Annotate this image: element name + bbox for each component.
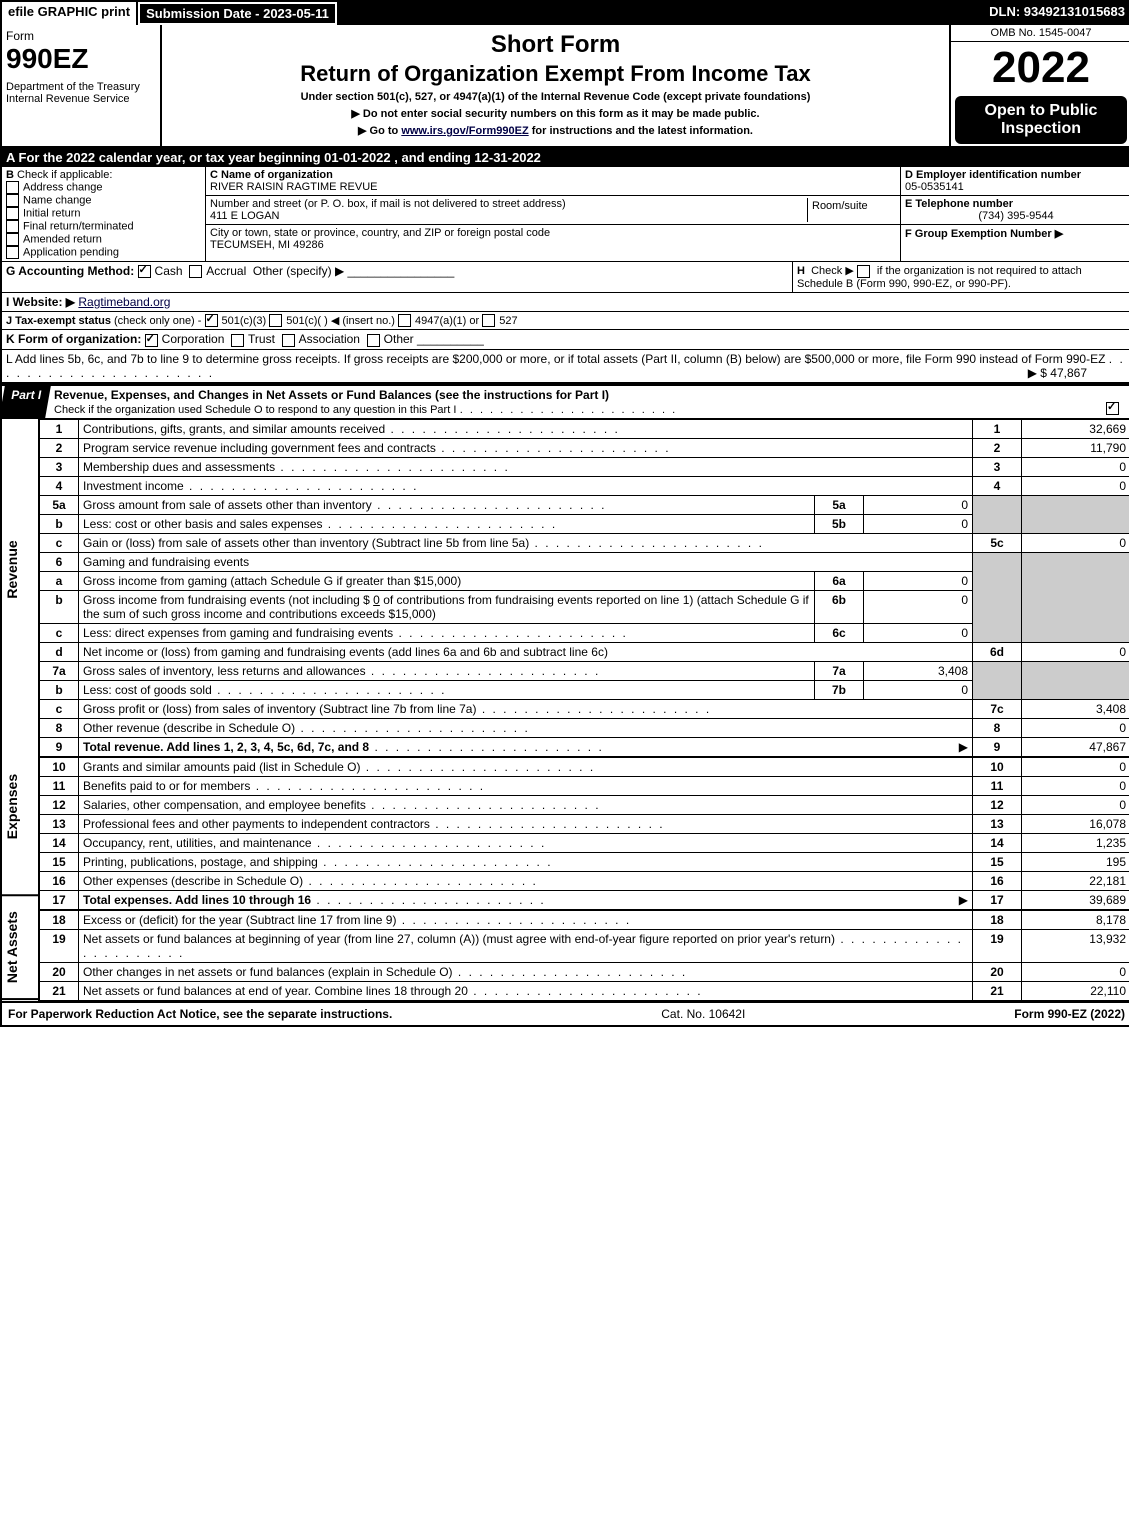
- header-left: Form 990EZ Department of the Treasury In…: [2, 25, 162, 146]
- line-20: 20Other changes in net assets or fund ba…: [40, 962, 1129, 981]
- line-14: 14Occupancy, rent, utilities, and mainte…: [40, 833, 1129, 852]
- goto-note: ▶ Go to www.irs.gov/Form990EZ for instru…: [170, 124, 941, 137]
- form-number: 990EZ: [6, 43, 156, 75]
- fin-table: 1Contributions, gifts, grants, and simil…: [39, 419, 1129, 1001]
- section-revenue: Revenue: [2, 419, 38, 720]
- chk-accrual[interactable]: [189, 265, 202, 278]
- chk-corporation[interactable]: [145, 334, 158, 347]
- catalog-number: Cat. No. 10642I: [392, 1007, 1014, 1021]
- info-grid: B Check if applicable: Address change Na…: [2, 167, 1129, 262]
- chk-final-return[interactable]: Final return/terminated: [6, 220, 201, 233]
- open-public-inspection: Open to Public Inspection: [955, 96, 1127, 144]
- org-name: RIVER RAISIN RAGTIME REVUE: [210, 181, 896, 193]
- line-5a: 5aGross amount from sale of assets other…: [40, 495, 1129, 514]
- paperwork-notice: For Paperwork Reduction Act Notice, see …: [8, 1007, 392, 1021]
- line-6a: aGross income from gaming (attach Schedu…: [40, 571, 1129, 590]
- group-exemption: F Group Exemption Number ▶: [905, 227, 1127, 240]
- form-990ez-page: efile GRAPHIC print Submission Date - 20…: [0, 0, 1129, 1027]
- chk-association[interactable]: [282, 334, 295, 347]
- line-18: 18Excess or (deficit) for the year (Subt…: [40, 910, 1129, 930]
- header-right: OMB No. 1545-0047 2022 Open to Public In…: [949, 25, 1129, 146]
- chk-cash[interactable]: [138, 265, 151, 278]
- line-19: 19Net assets or fund balances at beginni…: [40, 929, 1129, 962]
- line-5b: bLess: cost or other basis and sales exp…: [40, 514, 1129, 533]
- title-return: Return of Organization Exempt From Incom…: [170, 61, 941, 87]
- section-expenses: Expenses: [2, 719, 38, 896]
- chk-amended-return[interactable]: Amended return: [6, 233, 201, 246]
- form-label: Form: [6, 29, 156, 43]
- phone: (734) 395-9544: [905, 210, 1127, 222]
- line-16: 16Other expenses (describe in Schedule O…: [40, 871, 1129, 890]
- irs-link[interactable]: www.irs.gov/Form990EZ: [401, 125, 528, 137]
- efile-print-label: efile GRAPHIC print: [2, 2, 138, 25]
- line-9: 9Total revenue. Add lines 1, 2, 3, 4, 5c…: [40, 737, 1129, 757]
- submission-date: Submission Date - 2023-05-11: [138, 2, 337, 25]
- line-2: 2Program service revenue including gover…: [40, 438, 1129, 457]
- org-city: TECUMSEH, MI 49286: [210, 239, 896, 251]
- form-ref: Form 990-EZ (2022): [1014, 1007, 1125, 1021]
- line-17: 17Total expenses. Add lines 10 through 1…: [40, 890, 1129, 910]
- line-12: 12Salaries, other compensation, and empl…: [40, 795, 1129, 814]
- omb-number: OMB No. 1545-0047: [951, 25, 1129, 42]
- chk-501c[interactable]: [269, 314, 282, 327]
- dln-number: DLN: 93492131015683: [983, 2, 1129, 25]
- chk-other-org[interactable]: [367, 334, 380, 347]
- title-short-form: Short Form: [170, 31, 941, 59]
- line-7a: 7aGross sales of inventory, less returns…: [40, 661, 1129, 680]
- irs-label: Internal Revenue Service: [6, 93, 156, 105]
- financial-table: Revenue Expenses Net Assets 1Contributio…: [2, 419, 1129, 1001]
- line-15: 15Printing, publications, postage, and s…: [40, 852, 1129, 871]
- chk-address-change[interactable]: Address change: [6, 181, 201, 194]
- header-center: Short Form Return of Organization Exempt…: [162, 25, 949, 146]
- chk-name-change[interactable]: Name change: [6, 194, 201, 207]
- section-d-e-f: D Employer identification number 05-0535…: [900, 167, 1129, 261]
- dept-treasury: Department of the Treasury: [6, 81, 156, 93]
- line-4: 4Investment income40: [40, 476, 1129, 495]
- top-bar: efile GRAPHIC print Submission Date - 20…: [2, 2, 1129, 25]
- line-3: 3Membership dues and assessments30: [40, 457, 1129, 476]
- chk-527[interactable]: [482, 314, 495, 327]
- section-netassets: Net Assets: [2, 896, 38, 1000]
- line-5c: cGain or (loss) from sale of assets othe…: [40, 533, 1129, 552]
- page-footer: For Paperwork Reduction Act Notice, see …: [2, 1001, 1129, 1025]
- line-6d: dNet income or (loss) from gaming and fu…: [40, 642, 1129, 661]
- chk-schedule-o-part1[interactable]: [1106, 402, 1119, 415]
- line-7c: cGross profit or (loss) from sales of in…: [40, 699, 1129, 718]
- gross-receipts: ▶ $ 47,867: [1028, 366, 1127, 380]
- chk-trust[interactable]: [231, 334, 244, 347]
- line-8: 8Other revenue (describe in Schedule O)8…: [40, 718, 1129, 737]
- website-link[interactable]: Ragtimeband.org: [78, 295, 170, 309]
- line-7b: bLess: cost of goods sold7b0: [40, 680, 1129, 699]
- row-k-form-org: K Form of organization: Corporation Trus…: [2, 330, 1129, 349]
- chk-initial-return[interactable]: Initial return: [6, 207, 201, 220]
- chk-501c3[interactable]: [205, 314, 218, 327]
- room-suite-label: Room/suite: [808, 198, 896, 222]
- line-6c: cLess: direct expenses from gaming and f…: [40, 623, 1129, 642]
- chk-schedule-b[interactable]: [857, 265, 870, 278]
- line-6b: bGross income from fundraising events (n…: [40, 590, 1129, 623]
- form-header: Form 990EZ Department of the Treasury In…: [2, 25, 1129, 148]
- line-10: 10Grants and similar amounts paid (list …: [40, 757, 1129, 777]
- row-l-gross-receipts: L Add lines 5b, 6c, and 7b to line 9 to …: [2, 350, 1129, 384]
- line-11: 11Benefits paid to or for members110: [40, 776, 1129, 795]
- row-j-tax-exempt: J Tax-exempt status (check only one) - 5…: [2, 312, 1129, 331]
- org-address: 411 E LOGAN: [210, 210, 807, 222]
- row-i-website: I Website: ▶ Ragtimeband.org: [2, 293, 1129, 312]
- line-1: 1Contributions, gifts, grants, and simil…: [40, 419, 1129, 438]
- line-13: 13Professional fees and other payments t…: [40, 814, 1129, 833]
- section-a-tax-year: A For the 2022 calendar year, or tax yea…: [2, 148, 1129, 167]
- row-g-h: G Accounting Method: Cash Accrual Other …: [2, 262, 1129, 293]
- part1-header: Part I Revenue, Expenses, and Changes in…: [2, 384, 1129, 419]
- subtitle: Under section 501(c), 527, or 4947(a)(1)…: [170, 91, 941, 103]
- chk-application-pending[interactable]: Application pending: [6, 246, 201, 259]
- line-21: 21Net assets or fund balances at end of …: [40, 981, 1129, 1000]
- tax-year: 2022: [951, 42, 1129, 94]
- section-c: C Name of organization RIVER RAISIN RAGT…: [206, 167, 900, 261]
- ssn-note: ▶ Do not enter social security numbers o…: [170, 107, 941, 120]
- ein: 05-0535141: [905, 181, 1127, 193]
- section-b: B Check if applicable: Address change Na…: [2, 167, 206, 261]
- chk-4947[interactable]: [398, 314, 411, 327]
- line-6: 6Gaming and fundraising events: [40, 552, 1129, 571]
